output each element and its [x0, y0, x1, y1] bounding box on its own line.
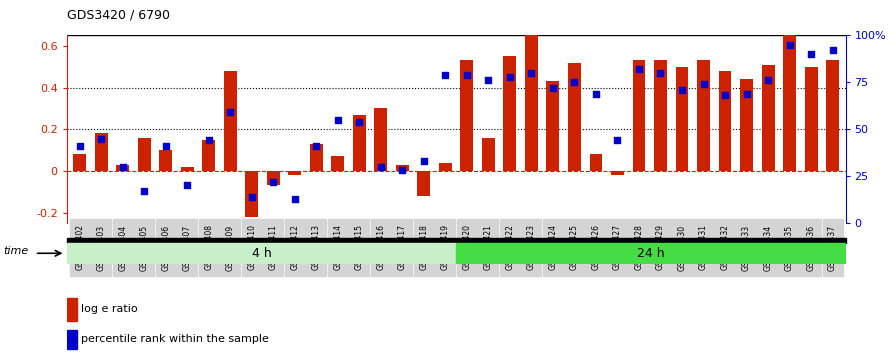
Text: time: time	[4, 246, 28, 256]
Bar	[181, 167, 194, 171]
Bar	[246, 171, 258, 217]
Bar	[117, 165, 129, 171]
Text: 4 h: 4 h	[252, 247, 271, 260]
Bar	[73, 154, 86, 171]
Point	[137, 188, 151, 194]
Point	[524, 70, 538, 76]
Point	[632, 66, 646, 72]
Bar	[439, 162, 452, 171]
Point	[417, 158, 431, 164]
Point	[782, 42, 797, 47]
Bar	[457, 243, 846, 264]
Point	[374, 164, 388, 170]
Bar	[482, 138, 495, 171]
Point	[287, 196, 302, 201]
Bar	[310, 144, 323, 171]
Point	[266, 179, 280, 184]
Point	[804, 51, 818, 57]
Bar	[740, 79, 753, 171]
Point	[180, 183, 194, 188]
Bar	[654, 61, 667, 171]
Point	[116, 164, 130, 170]
Bar	[375, 108, 387, 171]
Bar	[331, 156, 344, 171]
Point	[158, 143, 173, 149]
Text: 24 h: 24 h	[637, 247, 665, 260]
Bar	[697, 61, 710, 171]
Point	[438, 72, 452, 78]
Point	[718, 93, 732, 98]
Point	[611, 138, 625, 143]
Bar	[589, 154, 603, 171]
Point	[546, 85, 560, 91]
Point	[73, 143, 87, 149]
Point	[331, 117, 345, 123]
Bar	[546, 81, 560, 171]
Bar	[633, 61, 645, 171]
Bar	[525, 35, 538, 171]
Bar	[762, 64, 774, 171]
Point	[94, 136, 109, 142]
Point	[653, 70, 668, 76]
Point	[481, 78, 496, 83]
Point	[740, 91, 754, 96]
Text: GDS3420 / 6790: GDS3420 / 6790	[67, 9, 170, 22]
Bar	[202, 139, 215, 171]
Bar	[67, 330, 77, 349]
Point	[460, 72, 474, 78]
Point	[503, 74, 517, 80]
Bar	[94, 133, 108, 171]
Bar	[288, 171, 301, 175]
Bar	[460, 61, 473, 171]
Bar	[504, 56, 516, 171]
Bar	[417, 171, 430, 196]
Bar	[611, 171, 624, 175]
Bar	[805, 67, 818, 171]
Bar	[718, 71, 732, 171]
Point	[395, 168, 409, 173]
Point	[696, 81, 710, 87]
Point	[825, 47, 839, 53]
Point	[675, 87, 689, 93]
Text: log e ratio: log e ratio	[81, 304, 137, 314]
Bar	[138, 138, 150, 171]
Point	[223, 109, 238, 115]
Point	[309, 143, 323, 149]
Bar	[223, 71, 237, 171]
Bar	[352, 115, 366, 171]
Bar	[67, 238, 846, 243]
Bar	[67, 298, 77, 321]
Point	[567, 79, 581, 85]
Bar	[783, 25, 796, 171]
Bar	[67, 243, 457, 264]
Point	[352, 119, 367, 125]
Point	[202, 138, 216, 143]
Point	[761, 78, 775, 83]
Text: percentile rank within the sample: percentile rank within the sample	[81, 334, 269, 344]
Bar	[826, 61, 839, 171]
Bar	[676, 67, 689, 171]
Point	[589, 91, 603, 96]
Point	[245, 194, 259, 200]
Bar	[568, 63, 581, 171]
Bar	[267, 171, 279, 185]
Bar	[159, 150, 172, 171]
Bar	[396, 165, 409, 171]
